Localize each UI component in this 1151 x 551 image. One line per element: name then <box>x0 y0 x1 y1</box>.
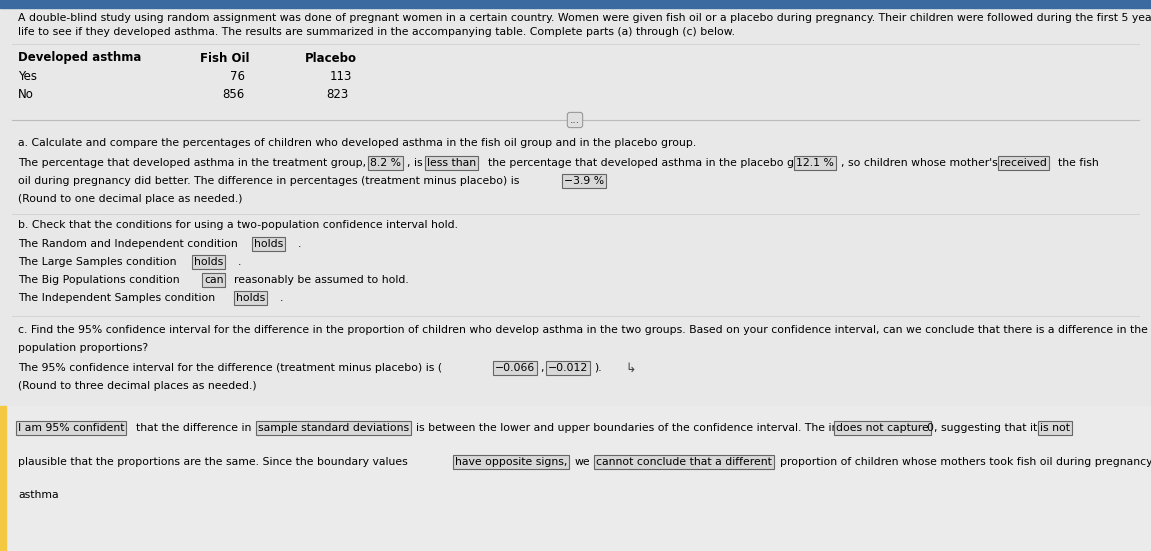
Text: (Round to three decimal places as needed.): (Round to three decimal places as needed… <box>18 381 257 391</box>
Text: 113: 113 <box>330 69 352 83</box>
Text: reasonably be assumed to hold.: reasonably be assumed to hold. <box>234 275 409 285</box>
Text: oil during pregnancy did better. The difference in percentages (treatment minus : oil during pregnancy did better. The dif… <box>18 176 519 186</box>
Text: .: . <box>238 257 242 267</box>
Text: Yes: Yes <box>18 69 37 83</box>
Text: ).: ). <box>594 363 602 373</box>
Text: holds: holds <box>254 239 283 249</box>
Text: (Round to one decimal place as needed.): (Round to one decimal place as needed.) <box>18 194 243 204</box>
Text: .: . <box>280 293 283 303</box>
Text: have opposite signs,: have opposite signs, <box>455 457 567 467</box>
Text: −0.066: −0.066 <box>495 363 535 373</box>
Bar <box>0 406 1151 551</box>
Text: 856: 856 <box>222 89 244 101</box>
Text: The Big Populations condition: The Big Populations condition <box>18 275 180 285</box>
Text: plausible that the proportions are the same. Since the boundary values: plausible that the proportions are the s… <box>18 457 407 467</box>
Text: .: . <box>298 239 302 249</box>
Text: A double-blind study using random assignment was done of pregnant women in a cer: A double-blind study using random assign… <box>18 13 1151 23</box>
Text: The percentage that developed asthma in the treatment group,: The percentage that developed asthma in … <box>18 158 366 168</box>
Text: Fish Oil: Fish Oil <box>200 51 250 64</box>
Text: The Random and Independent condition: The Random and Independent condition <box>18 239 238 249</box>
Text: The Large Samples condition: The Large Samples condition <box>18 257 176 267</box>
Bar <box>0 0 1151 8</box>
Text: that the difference in: that the difference in <box>136 423 251 433</box>
Text: can: can <box>204 275 223 285</box>
Text: holds: holds <box>236 293 265 303</box>
Text: 0, suggesting that it: 0, suggesting that it <box>927 423 1037 433</box>
Text: No: No <box>18 89 33 101</box>
Text: ,: , <box>540 363 543 373</box>
Text: c. Find the 95% confidence interval for the difference in the proportion of chil: c. Find the 95% confidence interval for … <box>18 325 1148 335</box>
Text: we: we <box>576 457 590 467</box>
Text: a. Calculate and compare the percentages of children who developed asthma in the: a. Calculate and compare the percentages… <box>18 138 696 148</box>
Text: −0.012: −0.012 <box>548 363 588 373</box>
Text: Developed asthma: Developed asthma <box>18 51 142 64</box>
Text: is between the lower and upper boundaries of the confidence interval. The interv: is between the lower and upper boundarie… <box>416 423 870 433</box>
Text: the percentage that developed asthma in the placebo group,: the percentage that developed asthma in … <box>488 158 822 168</box>
Text: , so children whose mother's: , so children whose mother's <box>841 158 998 168</box>
Text: 12.1 %: 12.1 % <box>796 158 833 168</box>
Text: sample standard deviations: sample standard deviations <box>258 423 409 433</box>
Text: proportion of children whose mothers took fish oil during pregnancy developed: proportion of children whose mothers too… <box>780 457 1151 467</box>
Text: The Independent Samples condition: The Independent Samples condition <box>18 293 215 303</box>
Text: I am 95% confident: I am 95% confident <box>18 423 124 433</box>
Text: 823: 823 <box>326 89 349 101</box>
Text: is not: is not <box>1041 423 1070 433</box>
Text: population proportions?: population proportions? <box>18 343 148 353</box>
Text: less than: less than <box>427 158 477 168</box>
Text: holds: holds <box>195 257 223 267</box>
Text: ...: ... <box>570 115 580 125</box>
Text: −3.9 %: −3.9 % <box>564 176 604 186</box>
Text: ↳: ↳ <box>625 361 635 375</box>
Bar <box>0 406 6 551</box>
Text: life to see if they developed asthma. The results are summarized in the accompan: life to see if they developed asthma. Th… <box>18 27 735 37</box>
Text: asthma: asthma <box>18 490 59 500</box>
Text: received: received <box>1000 158 1047 168</box>
Text: the fish: the fish <box>1058 158 1099 168</box>
Text: 76: 76 <box>230 69 245 83</box>
Text: cannot conclude that a different: cannot conclude that a different <box>596 457 772 467</box>
Text: b. Check that the conditions for using a two-population confidence interval hold: b. Check that the conditions for using a… <box>18 220 458 230</box>
Text: The 95% confidence interval for the difference (treatment minus placebo) is (: The 95% confidence interval for the diff… <box>18 363 442 373</box>
Text: , is: , is <box>407 158 422 168</box>
Text: does not capture: does not capture <box>836 423 929 433</box>
Text: Placebo: Placebo <box>305 51 357 64</box>
Text: 8.2 %: 8.2 % <box>369 158 401 168</box>
